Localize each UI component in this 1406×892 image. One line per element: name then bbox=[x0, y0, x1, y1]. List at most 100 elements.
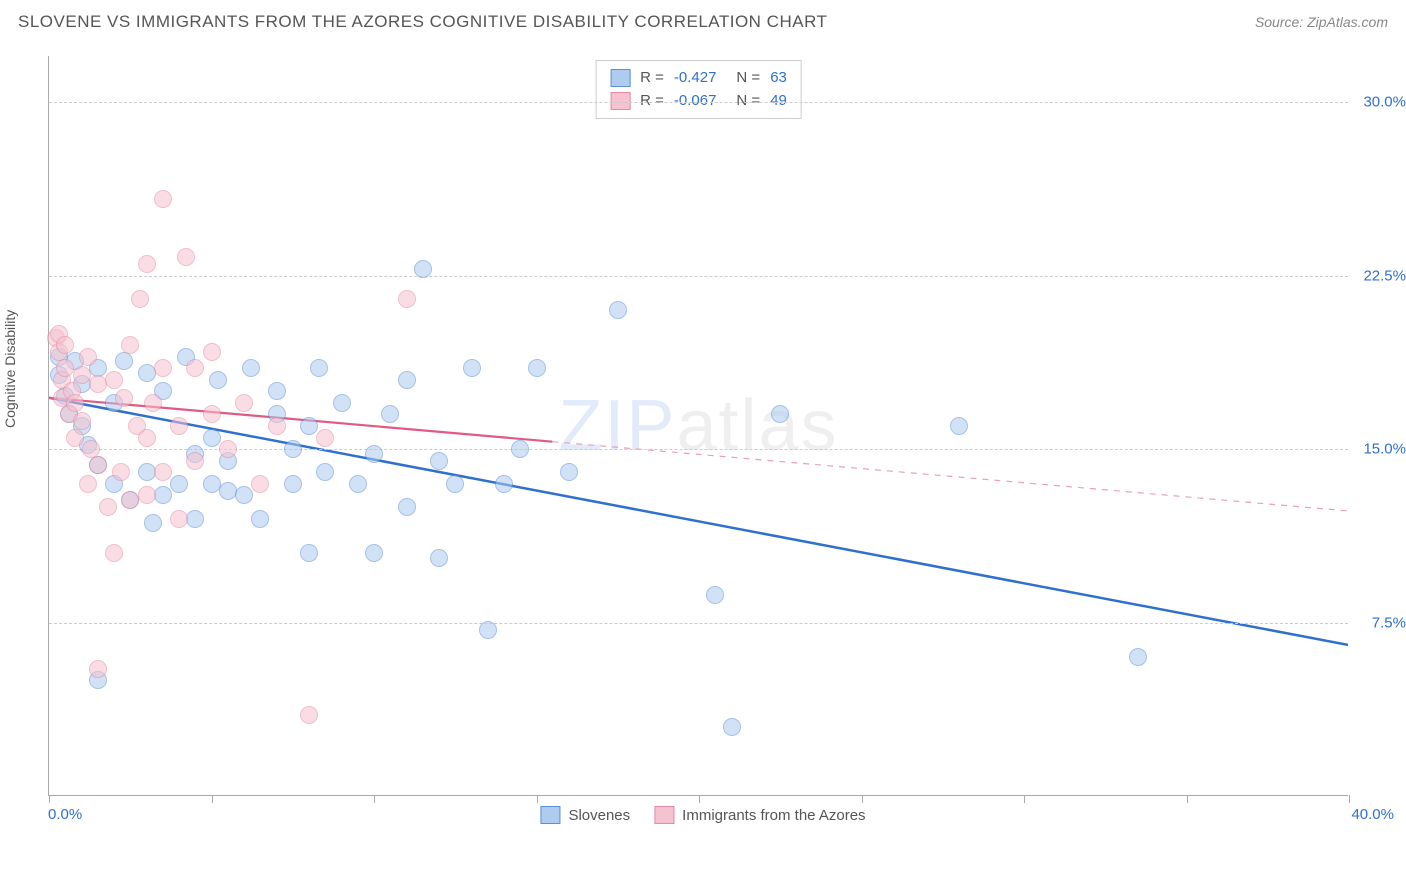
source-label: Source: ZipAtlas.com bbox=[1255, 14, 1388, 30]
scatter-point bbox=[300, 417, 318, 435]
x-tick bbox=[699, 795, 700, 803]
gridline bbox=[49, 102, 1348, 103]
scatter-point bbox=[115, 389, 133, 407]
plot-area: ZIPatlas R =-0.427N =63R =-0.067N =49 7.… bbox=[48, 56, 1348, 796]
legend-top: R = -0.427 N = 63 R = -0.067 N = 49 bbox=[595, 60, 802, 119]
scatter-point bbox=[209, 371, 227, 389]
legend-r-label: R = bbox=[640, 67, 664, 90]
y-tick-label: 30.0% bbox=[1363, 94, 1406, 111]
scatter-point bbox=[203, 343, 221, 361]
scatter-point bbox=[511, 440, 529, 458]
x-tick bbox=[374, 795, 375, 803]
scatter-point bbox=[115, 352, 133, 370]
legend-item: Slovenes bbox=[540, 806, 630, 824]
legend-n-value: 63 bbox=[770, 67, 787, 90]
scatter-point bbox=[66, 394, 84, 412]
scatter-point bbox=[300, 544, 318, 562]
scatter-point bbox=[430, 452, 448, 470]
legend-n-label: N = bbox=[736, 67, 760, 90]
scatter-point bbox=[1129, 648, 1147, 666]
scatter-point bbox=[528, 359, 546, 377]
scatter-point bbox=[463, 359, 481, 377]
legend-r-value: -0.427 bbox=[674, 67, 717, 90]
scatter-point bbox=[284, 475, 302, 493]
scatter-point bbox=[131, 290, 149, 308]
scatter-point bbox=[268, 417, 286, 435]
scatter-point bbox=[186, 359, 204, 377]
scatter-point bbox=[446, 475, 464, 493]
scatter-point bbox=[144, 394, 162, 412]
scatter-point bbox=[235, 486, 253, 504]
scatter-point bbox=[154, 359, 172, 377]
scatter-point bbox=[154, 463, 172, 481]
trend-line bbox=[49, 398, 1348, 645]
scatter-point bbox=[316, 429, 334, 447]
scatter-point bbox=[144, 514, 162, 532]
scatter-point bbox=[219, 482, 237, 500]
legend-r-label: R = bbox=[640, 90, 664, 113]
scatter-point bbox=[66, 429, 84, 447]
trend-lines bbox=[49, 56, 1348, 795]
scatter-point bbox=[242, 359, 260, 377]
scatter-point bbox=[154, 486, 172, 504]
x-axis-max-label: 40.0% bbox=[1351, 806, 1394, 823]
scatter-point bbox=[105, 544, 123, 562]
scatter-point bbox=[170, 510, 188, 528]
scatter-point bbox=[177, 248, 195, 266]
x-tick bbox=[537, 795, 538, 803]
x-tick bbox=[1024, 795, 1025, 803]
scatter-point bbox=[112, 463, 130, 481]
legend-label: Immigrants from the Azores bbox=[682, 807, 865, 824]
watermark: ZIPatlas bbox=[558, 385, 838, 467]
scatter-point bbox=[203, 405, 221, 423]
scatter-point bbox=[723, 718, 741, 736]
scatter-point bbox=[89, 456, 107, 474]
scatter-point bbox=[365, 445, 383, 463]
watermark-zip: ZIP bbox=[558, 386, 676, 466]
scatter-point bbox=[203, 429, 221, 447]
legend-swatch bbox=[610, 92, 630, 110]
scatter-point bbox=[300, 706, 318, 724]
x-tick bbox=[862, 795, 863, 803]
scatter-point bbox=[79, 348, 97, 366]
scatter-point bbox=[121, 336, 139, 354]
scatter-point bbox=[398, 371, 416, 389]
y-tick-label: 22.5% bbox=[1363, 267, 1406, 284]
gridline bbox=[49, 449, 1348, 450]
x-axis-min-label: 0.0% bbox=[48, 806, 82, 823]
scatter-point bbox=[79, 475, 97, 493]
scatter-point bbox=[706, 586, 724, 604]
legend-n-label: N = bbox=[736, 90, 760, 113]
y-tick-label: 7.5% bbox=[1372, 614, 1406, 631]
scatter-point bbox=[251, 475, 269, 493]
y-tick-label: 15.0% bbox=[1363, 441, 1406, 458]
legend-swatch bbox=[540, 806, 560, 824]
legend-row: R = -0.067 N = 49 bbox=[610, 90, 787, 113]
scatter-point bbox=[170, 475, 188, 493]
scatter-point bbox=[170, 417, 188, 435]
scatter-point bbox=[99, 498, 117, 516]
scatter-point bbox=[398, 498, 416, 516]
scatter-point bbox=[560, 463, 578, 481]
scatter-point bbox=[56, 336, 74, 354]
scatter-point bbox=[349, 475, 367, 493]
y-axis-title: Cognitive Disability bbox=[2, 310, 18, 428]
scatter-point bbox=[186, 452, 204, 470]
legend-n-value: 49 bbox=[770, 90, 787, 113]
scatter-point bbox=[365, 544, 383, 562]
scatter-point bbox=[268, 382, 286, 400]
chart-title: SLOVENE VS IMMIGRANTS FROM THE AZORES CO… bbox=[18, 12, 827, 32]
x-tick bbox=[212, 795, 213, 803]
scatter-point bbox=[495, 475, 513, 493]
trend-line bbox=[552, 442, 1348, 511]
scatter-point bbox=[381, 405, 399, 423]
scatter-point bbox=[73, 412, 91, 430]
gridline bbox=[49, 276, 1348, 277]
legend-swatch bbox=[654, 806, 674, 824]
watermark-atlas: atlas bbox=[676, 386, 838, 466]
scatter-point bbox=[251, 510, 269, 528]
x-tick bbox=[1187, 795, 1188, 803]
scatter-point bbox=[950, 417, 968, 435]
scatter-point bbox=[479, 621, 497, 639]
legend-r-value: -0.067 bbox=[674, 90, 717, 113]
